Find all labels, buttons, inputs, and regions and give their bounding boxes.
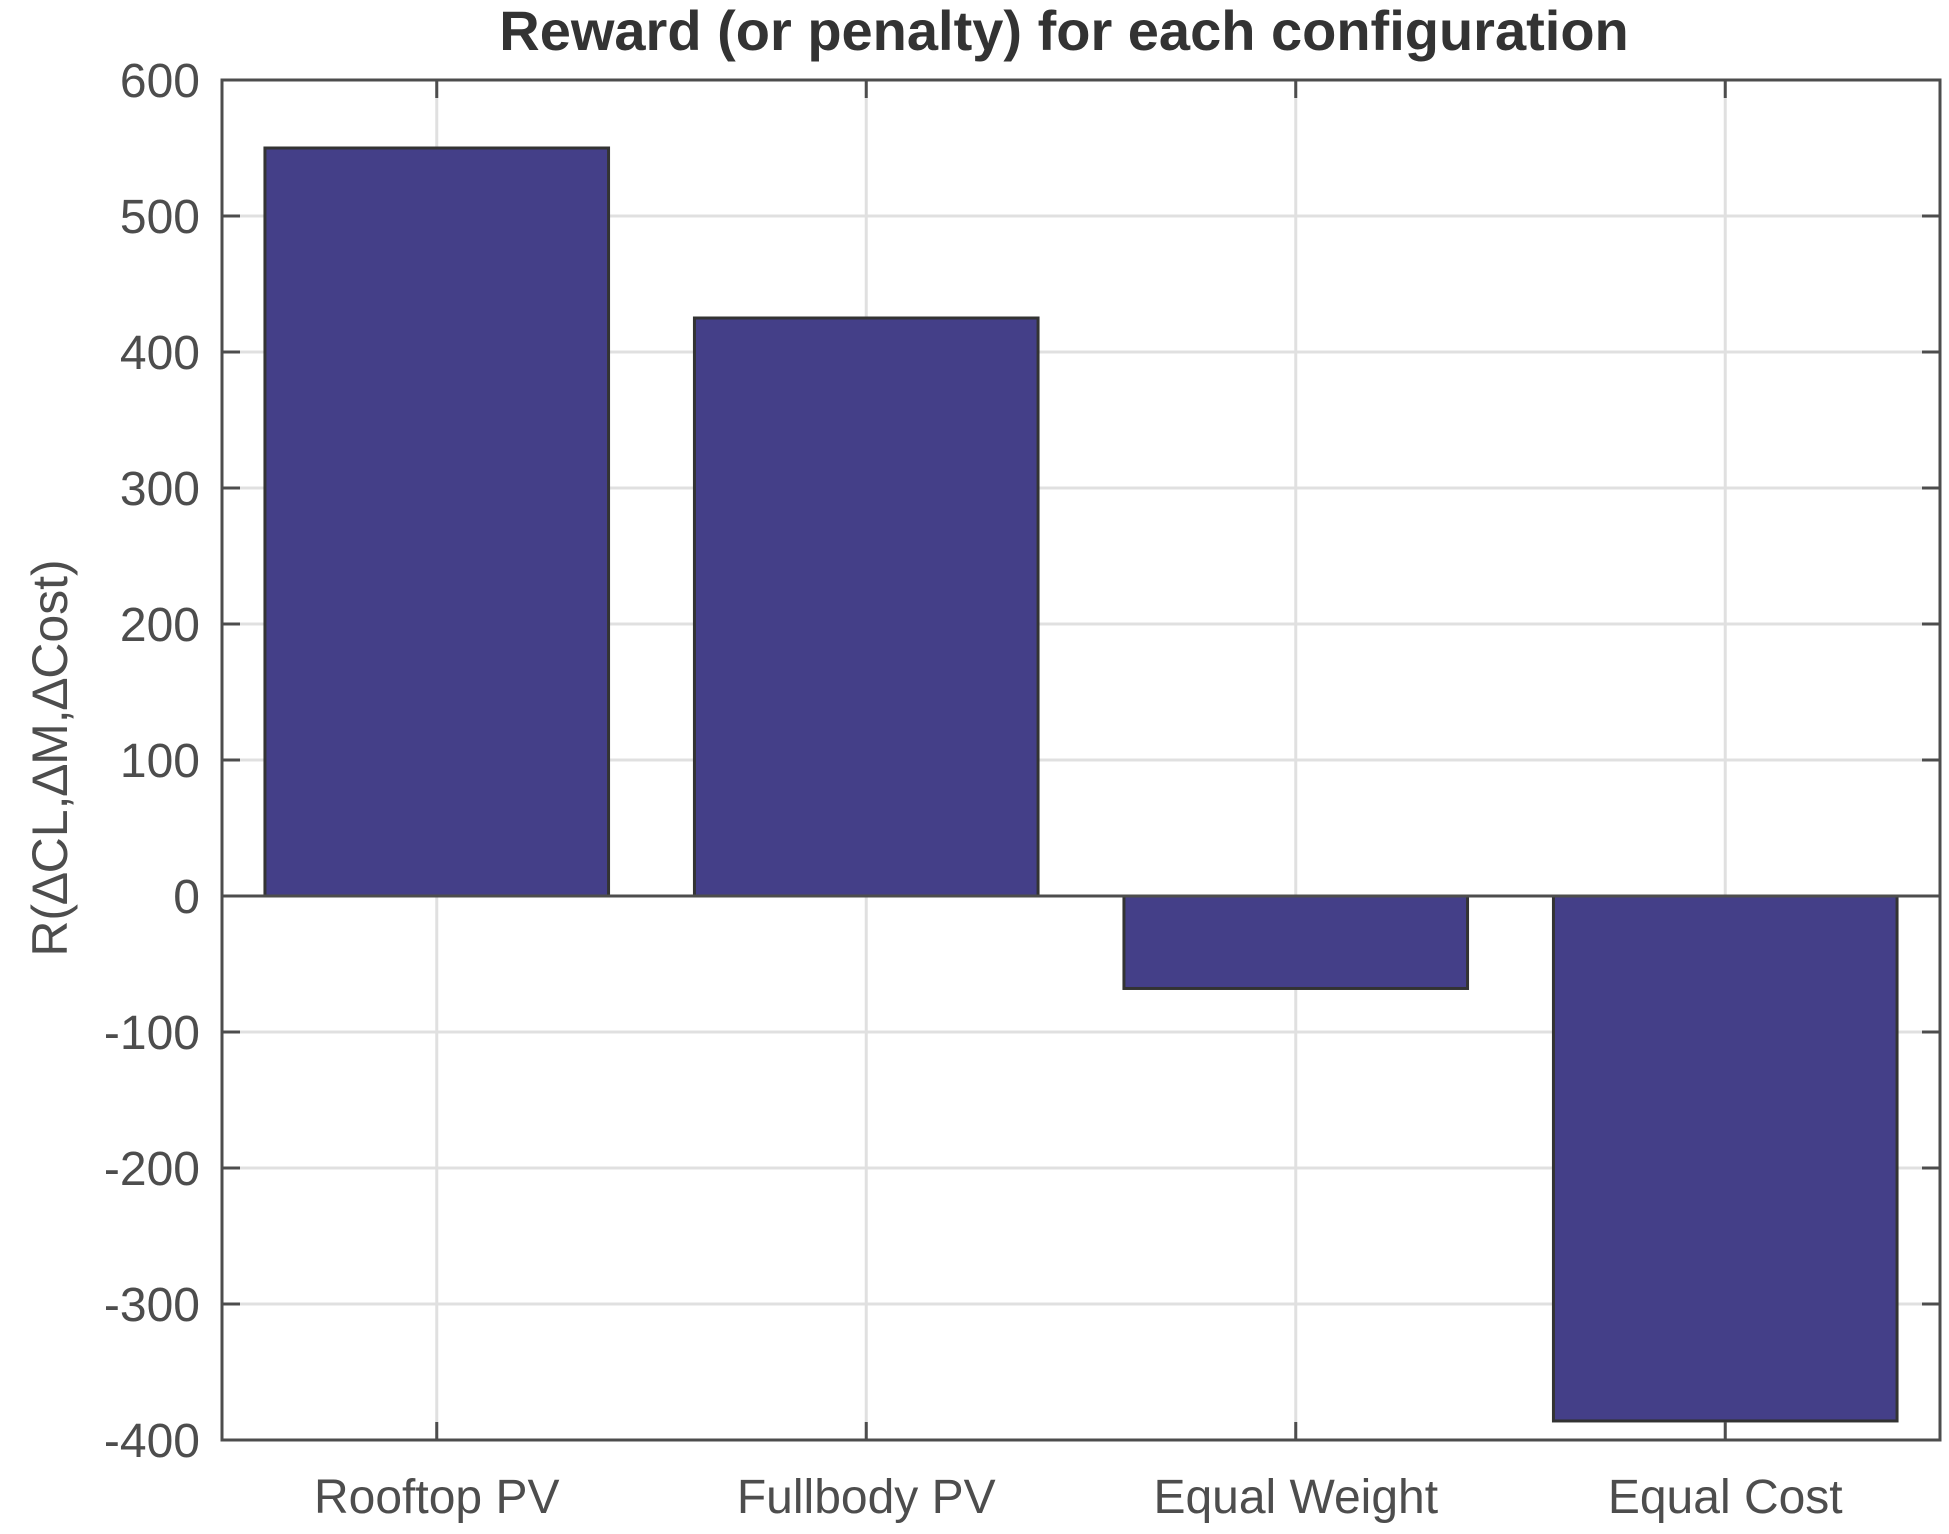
- y-tick-label: 600: [120, 55, 200, 108]
- x-tick-label: Equal Cost: [1608, 1471, 1843, 1524]
- x-tick-label: Rooftop PV: [314, 1471, 559, 1524]
- y-tick-label: -400: [104, 1415, 200, 1468]
- y-axis-label: R(∆CL,∆M,∆Cost): [22, 559, 78, 956]
- y-tick-label: -200: [104, 1143, 200, 1196]
- y-tick-label: 500: [120, 191, 200, 244]
- x-tick-label: Fullbody PV: [737, 1471, 996, 1524]
- x-tick-labels: Rooftop PV Fullbody PV Equal Weight Equal C…: [314, 1471, 1843, 1524]
- y-tick-labels: -400 -300 -200 -100 0 100 200 300 400 500 600: [104, 55, 200, 1468]
- y-tick-label: -100: [104, 1007, 200, 1060]
- y-tick-label: 400: [120, 327, 200, 380]
- bars: [263, 146, 1899, 1423]
- y-tick-label: -300: [104, 1279, 200, 1332]
- bar-equal-weight: [1122, 894, 1470, 990]
- bar-fullbody-pv: [692, 316, 1040, 898]
- y-tick-label: 100: [120, 735, 200, 788]
- bar-rooftop-pv: [263, 146, 611, 898]
- y-tick-label: 0: [173, 871, 200, 924]
- x-tick-label: Equal Weight: [1153, 1471, 1438, 1524]
- chart-title: Reward (or penalty) for each configurati…: [499, 0, 1628, 62]
- tick-marks: [222, 78, 1940, 1442]
- y-tick-label: 200: [120, 599, 200, 652]
- bar-equal-cost: [1551, 894, 1899, 1423]
- y-tick-label: 300: [120, 463, 200, 516]
